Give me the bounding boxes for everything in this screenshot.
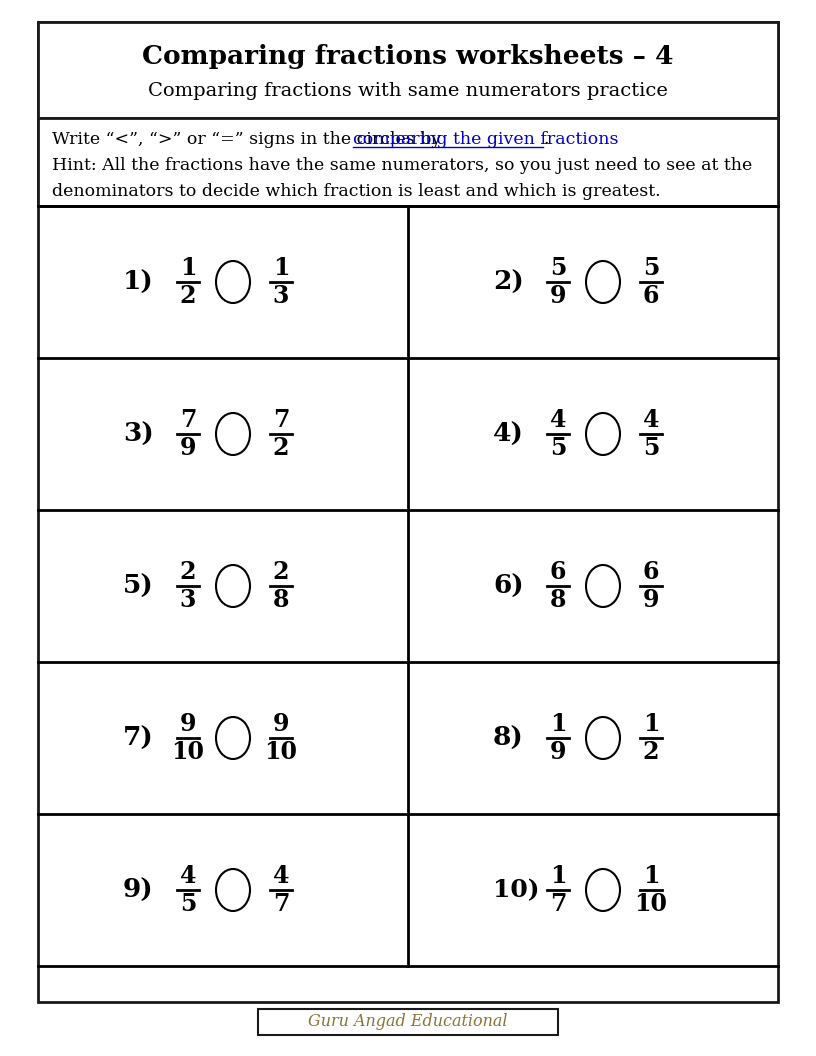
Text: .: . [543, 132, 548, 149]
Bar [38, 22, 778, 118]
Text: 4: 4 [180, 864, 197, 888]
Text: 7: 7 [180, 408, 197, 432]
Text: 2: 2 [180, 284, 197, 308]
Text: 9: 9 [273, 712, 289, 736]
Text: 7: 7 [273, 408, 289, 432]
Text: 5: 5 [550, 256, 566, 280]
Text: 4: 4 [273, 864, 289, 888]
Text: 2: 2 [273, 436, 289, 460]
Text: 1: 1 [273, 256, 289, 280]
Text: 1: 1 [180, 256, 197, 280]
Text: 6: 6 [550, 560, 566, 584]
Text: Hint: All the fractions have the same numerators, so you just need to see at the: Hint: All the fractions have the same nu… [52, 157, 752, 174]
Text: Comparing fractions worksheets – 4: Comparing fractions worksheets – 4 [142, 44, 674, 69]
Text: 6: 6 [643, 560, 659, 584]
Text: 2: 2 [273, 560, 289, 584]
Text: 6): 6) [493, 573, 524, 599]
Text: Guru Angad Educational: Guru Angad Educational [308, 1014, 508, 1031]
Text: 9: 9 [643, 588, 659, 612]
Text: 9): 9) [123, 878, 153, 903]
Text: 7: 7 [273, 892, 289, 916]
Text: 2: 2 [643, 740, 659, 763]
Text: 9: 9 [550, 284, 566, 308]
Text: 8: 8 [550, 588, 566, 612]
Text: denominators to decide which fraction is least and which is greatest.: denominators to decide which fraction is… [52, 184, 661, 201]
Text: 5: 5 [550, 436, 566, 460]
Text: 4): 4) [493, 421, 524, 447]
Text: 1: 1 [550, 864, 566, 888]
Text: Write “<”, “>” or “=” signs in the circles by: Write “<”, “>” or “=” signs in the circl… [52, 132, 446, 149]
Text: 3): 3) [123, 421, 153, 447]
Text: 4: 4 [643, 408, 659, 432]
Text: 6: 6 [643, 284, 659, 308]
Text: 8): 8) [493, 725, 524, 751]
Text: 3: 3 [273, 284, 289, 308]
Text: 10: 10 [264, 740, 298, 763]
Text: 5: 5 [643, 256, 659, 280]
Bar [38, 118, 778, 206]
Text: 7: 7 [550, 892, 566, 916]
Text: 4: 4 [550, 408, 566, 432]
Text: 7): 7) [123, 725, 153, 751]
Text: 10: 10 [171, 740, 205, 763]
Text: Comparing fractions with same numerators practice: Comparing fractions with same numerators… [148, 82, 668, 100]
Text: 10): 10) [493, 878, 539, 902]
Text: 1: 1 [643, 864, 659, 888]
Text: 9: 9 [180, 436, 197, 460]
Text: 10: 10 [635, 892, 667, 916]
Text: 5: 5 [180, 892, 196, 916]
Text: 5: 5 [643, 436, 659, 460]
Text: 1): 1) [123, 269, 153, 295]
Text: 2): 2) [493, 269, 524, 295]
Text: 3: 3 [180, 588, 196, 612]
Text: 9: 9 [550, 740, 566, 763]
Bar [258, 1008, 558, 1035]
Text: 2: 2 [180, 560, 197, 584]
Text: 1: 1 [643, 712, 659, 736]
Text: 1: 1 [550, 712, 566, 736]
Text: 9: 9 [180, 712, 197, 736]
Text: comparing the given fractions: comparing the given fractions [353, 132, 619, 149]
Text: 5): 5) [123, 573, 153, 599]
Text: 8: 8 [273, 588, 289, 612]
